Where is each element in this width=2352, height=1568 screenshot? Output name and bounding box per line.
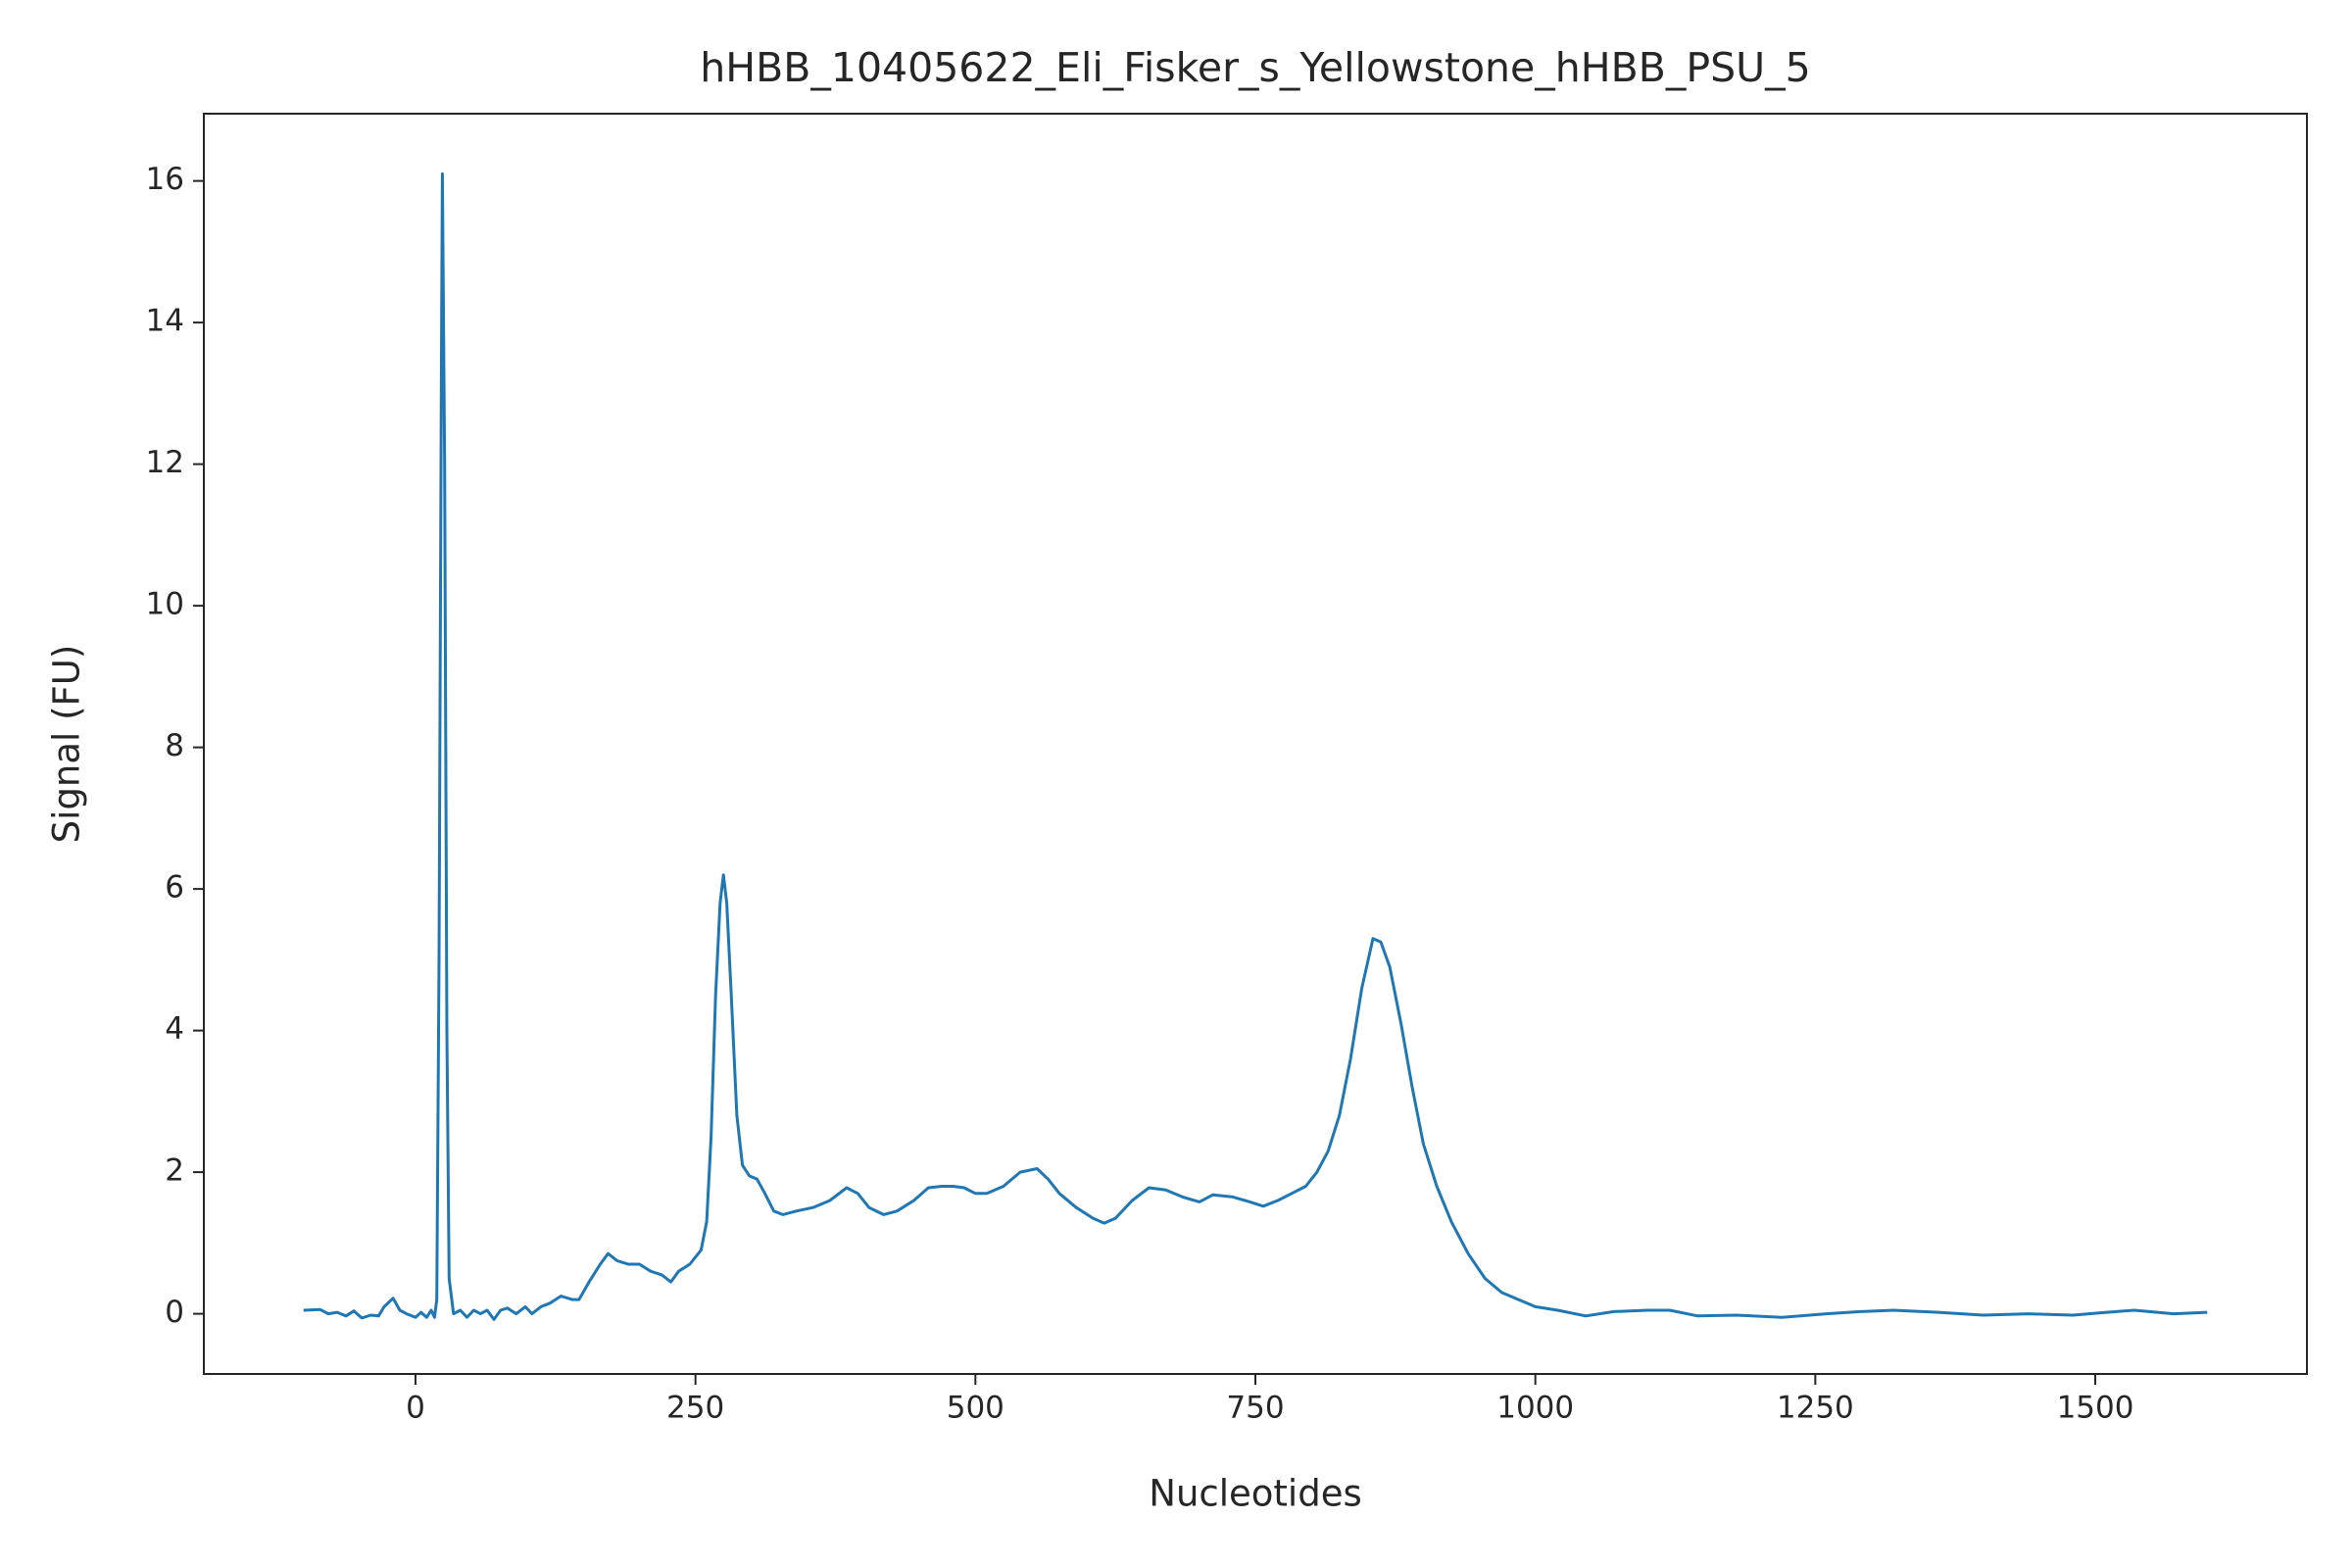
y-tick-label: 4 — [165, 1011, 184, 1047]
x-tick-label: 1250 — [1777, 1391, 1854, 1426]
x-axis-label: Nucleotides — [1149, 1473, 1361, 1515]
x-tick-label: 250 — [666, 1391, 724, 1426]
y-tick-label: 8 — [165, 728, 184, 763]
x-tick-label: 750 — [1226, 1391, 1284, 1426]
y-tick-label: 0 — [165, 1295, 184, 1330]
y-tick-label: 10 — [146, 587, 184, 622]
y-tick-label: 2 — [165, 1153, 184, 1189]
plot-frame — [203, 113, 2308, 1375]
y-axis-label: Signal (FU) — [46, 645, 88, 844]
signal-line — [303, 172, 2208, 1321]
y-tick-label: 16 — [146, 162, 184, 197]
x-tick-label: 0 — [406, 1391, 425, 1426]
x-tick-label: 1500 — [2057, 1391, 2134, 1426]
y-tick-label: 12 — [146, 445, 184, 480]
chart-title: hHBB_10405622_Eli_Fisker_s_Yellowstone_h… — [700, 44, 1810, 91]
x-tick-label: 1000 — [1496, 1391, 1574, 1426]
y-tick-label: 6 — [165, 870, 184, 906]
y-tick-label: 14 — [146, 304, 184, 339]
x-tick-label: 500 — [947, 1391, 1004, 1426]
